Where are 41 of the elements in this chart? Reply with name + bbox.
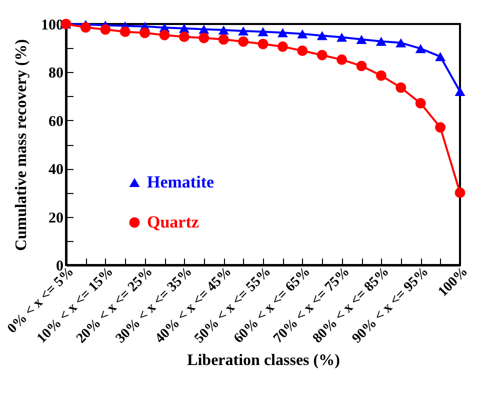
point [297, 29, 308, 38]
legend-label: Quartz [147, 212, 200, 232]
point [415, 44, 426, 54]
point [376, 70, 386, 81]
point [100, 24, 111, 35]
point [356, 34, 367, 44]
y-tick-label: 20 [48, 210, 64, 226]
point [415, 98, 426, 109]
point [120, 26, 130, 37]
point [258, 27, 268, 36]
point [396, 38, 406, 48]
y-tick-label: 60 [48, 114, 64, 130]
point [238, 26, 249, 36]
y-axis-title: Cumulative mass recovery (%) [13, 39, 30, 251]
point [396, 82, 406, 93]
point [218, 34, 229, 45]
point [316, 50, 328, 60]
point [454, 187, 466, 198]
point [178, 32, 190, 42]
point [336, 54, 348, 65]
point [356, 60, 367, 72]
point [435, 122, 446, 133]
point [435, 52, 446, 62]
point [218, 25, 229, 35]
point [80, 22, 91, 33]
point [238, 36, 249, 47]
point [258, 38, 268, 50]
y-tick-label: 80 [48, 66, 64, 82]
point [140, 28, 150, 38]
point [297, 46, 308, 56]
point [198, 32, 210, 44]
y-tick-label: 40 [48, 162, 64, 178]
point [376, 36, 386, 46]
point [454, 86, 466, 96]
point [336, 32, 348, 42]
point [159, 30, 170, 40]
x-axis-title: Liberation classes (%) [187, 352, 340, 369]
point [316, 31, 328, 40]
point [277, 28, 288, 38]
point [277, 41, 288, 52]
legend-label: Hematite [147, 172, 214, 192]
